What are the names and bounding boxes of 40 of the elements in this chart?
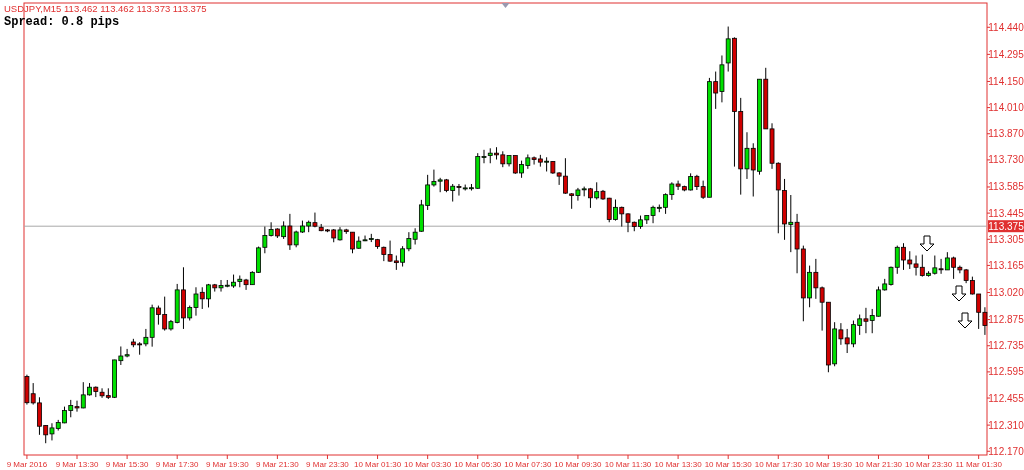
y-tick-label: 113.870: [988, 128, 1024, 140]
x-tick-label: 10 Mar 15:30: [704, 460, 753, 469]
x-tick-label: 10 Mar 13:30: [654, 460, 703, 469]
x-tick-label: 9 Mar 23:30: [306, 460, 350, 469]
y-tick-label: 112.875: [988, 314, 1024, 326]
x-tick-label: 10 Mar 23:30: [904, 460, 953, 469]
y-tick-label: 112.170: [988, 445, 1024, 457]
y-tick-label: 112.735: [988, 340, 1024, 352]
y-tick-label: 113.730: [988, 154, 1024, 166]
x-tick-label: 9 Mar 21:30: [256, 460, 300, 469]
ref-line-label: 113.375: [988, 220, 1024, 232]
x-tick-label: 9 Mar 2016: [6, 460, 48, 469]
x-tick-label: 10 Mar 07:30: [504, 460, 552, 469]
x-tick-label: 10 Mar 17:30: [754, 460, 803, 469]
y-tick-label: 113.585: [988, 181, 1024, 193]
y-tick-label: 113.305: [988, 233, 1024, 245]
x-tick-label: 10 Mar 19:30: [804, 460, 853, 469]
y-tick-label: 114.295: [988, 48, 1024, 60]
y-tick-label: 112.455: [988, 392, 1024, 404]
y-tick-label: 112.595: [988, 366, 1024, 378]
y-tick-label: 114.150: [988, 75, 1024, 87]
x-tick-label: 11 Mar 01:30: [955, 460, 1003, 469]
x-tick-label: 10 Mar 09:30: [554, 460, 603, 469]
x-tick-label: 9 Mar 13:30: [55, 460, 99, 469]
y-tick-label: 114.010: [988, 102, 1024, 114]
x-tick-label: 10 Mar 03:30: [404, 460, 452, 469]
x-tick-label: 9 Mar 19:30: [205, 460, 250, 469]
x-tick-label: 10 Mar 11:30: [604, 460, 652, 469]
x-tick-label: 9 Mar 17:30: [155, 460, 200, 469]
chart-title: USDJPY,M15 113.462 113.462 113.373 113.375: [4, 3, 207, 14]
x-tick-label: 9 Mar 15:30: [105, 460, 149, 469]
x-tick-label: 10 Mar 21:30: [854, 460, 903, 469]
y-tick-label: 114.440: [988, 21, 1024, 33]
annotation: Spread: 0.8 pips: [4, 15, 120, 29]
x-tick-label: 10 Mar 05:30: [454, 460, 502, 469]
y-tick-label: 113.445: [988, 207, 1024, 219]
x-tick-label: 10 Mar 01:30: [353, 460, 402, 469]
y-tick-label: 113.020: [988, 287, 1024, 298]
y-tick-label: 112.310: [988, 419, 1024, 431]
y-tick-label: 113.165: [988, 259, 1024, 271]
